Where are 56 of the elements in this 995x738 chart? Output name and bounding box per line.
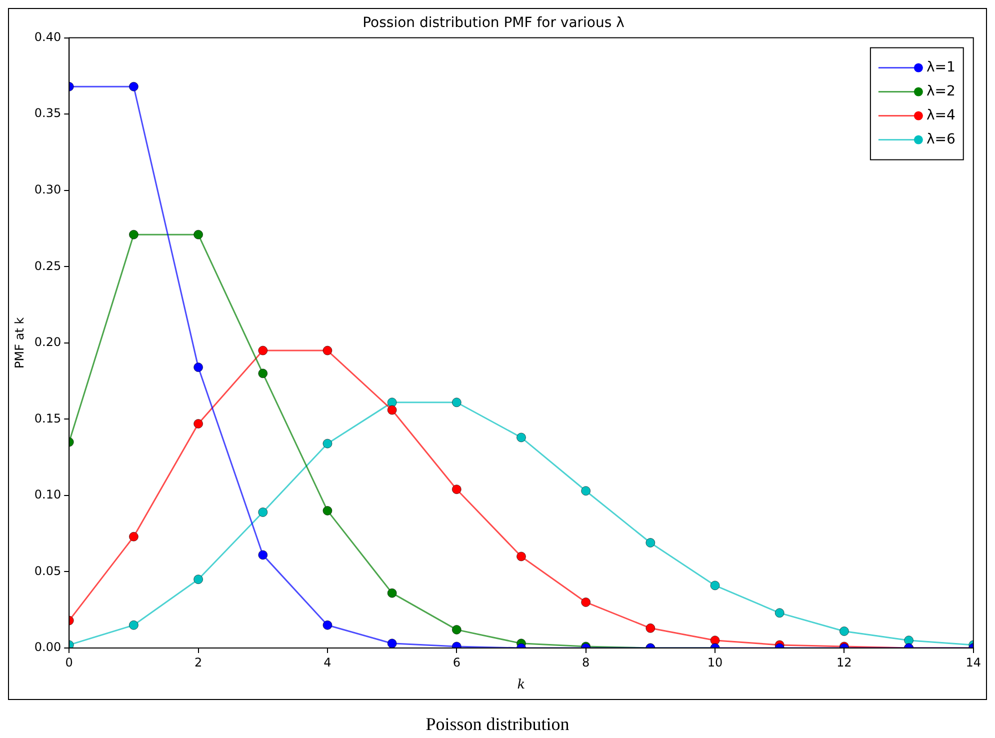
y-tick-label: 0.00: [34, 640, 62, 654]
legend-label: λ=2: [926, 83, 956, 100]
point: [194, 362, 204, 372]
point: [387, 405, 397, 415]
y-tick-label: 0.15: [34, 411, 62, 426]
point: [128, 532, 138, 542]
point: [581, 597, 591, 607]
point: [646, 538, 656, 548]
x-tick-label: 12: [836, 655, 852, 670]
point: [452, 624, 462, 634]
point: [581, 486, 591, 496]
y-tick-label: 0.20: [34, 335, 62, 350]
legend-label: λ=1: [926, 59, 956, 76]
point: [452, 484, 462, 494]
point: [128, 230, 138, 240]
point: [516, 432, 526, 442]
y-tick-label: 0.05: [34, 564, 62, 578]
point: [322, 506, 332, 516]
point: [710, 580, 720, 590]
point: [322, 438, 332, 448]
point: [258, 550, 268, 560]
x-tick-label: 8: [582, 655, 590, 670]
point: [128, 620, 138, 630]
text: Poisson distribution: [424, 714, 570, 735]
y-tick-label: 0.25: [34, 258, 62, 273]
point: [258, 346, 268, 356]
point: [322, 346, 332, 356]
legend-label: λ=4: [926, 107, 956, 124]
point: [646, 623, 656, 633]
point: [839, 626, 849, 636]
x-axis-title: k: [517, 678, 526, 693]
x-tick-label: 0: [65, 655, 73, 670]
point: [128, 82, 138, 92]
x-tick-label: 6: [452, 655, 460, 670]
y-tick-label: 0.40: [34, 30, 62, 44]
x-tick-label: 10: [707, 655, 723, 670]
y-axis-title: PMF at k: [12, 317, 26, 368]
y-tick-label: 0.35: [34, 106, 62, 120]
chart-title: Possion distribution PMF for various λ: [362, 15, 624, 32]
x-tick-label: 4: [324, 655, 332, 670]
point: [452, 398, 462, 408]
x-tick-label: 2: [194, 655, 202, 670]
legend-label: λ=6: [926, 131, 956, 148]
point: [258, 368, 268, 378]
point: [194, 230, 204, 240]
y-tick-label: 0.30: [34, 182, 62, 196]
point: [322, 620, 332, 630]
point: [387, 588, 397, 598]
point: [774, 608, 784, 618]
point: [387, 638, 397, 648]
point: [194, 574, 204, 584]
point: [258, 507, 268, 517]
y-tick-label: 0.10: [34, 488, 62, 502]
point: [194, 419, 204, 428]
point: [516, 552, 526, 562]
x-tick-label: 14: [966, 655, 982, 670]
